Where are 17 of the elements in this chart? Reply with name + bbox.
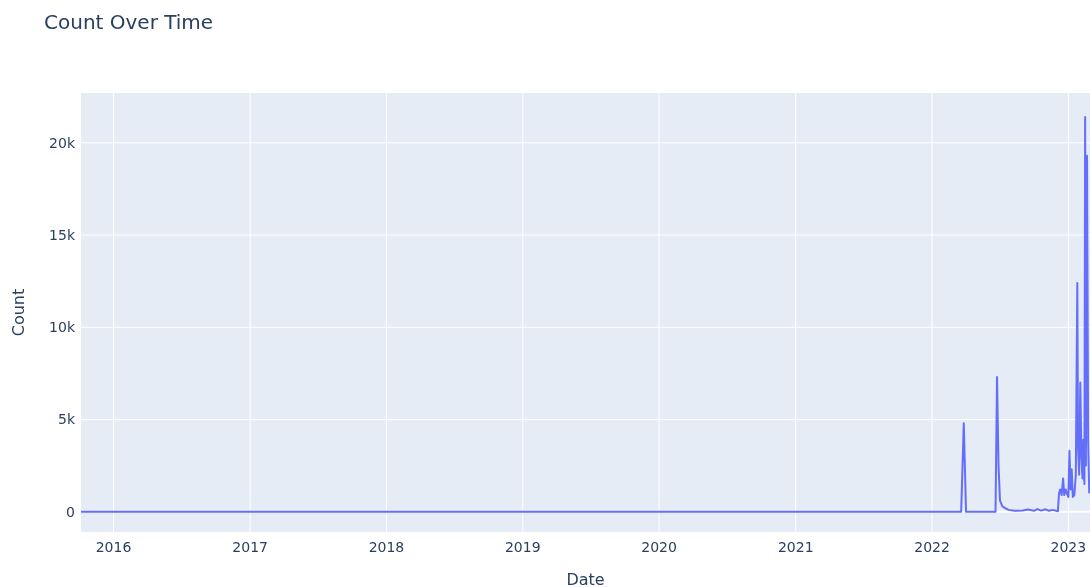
- x-tick-label: 2019: [504, 539, 541, 555]
- y-tick-label: 0: [66, 503, 75, 520]
- x-axis-title: Date: [566, 570, 605, 587]
- x-tick-label: 2017: [232, 539, 268, 555]
- x-tick-label: 2018: [368, 539, 405, 555]
- x-tick-label: 2020: [641, 539, 677, 555]
- y-axis-title: Count: [9, 288, 28, 337]
- x-tick-label: 2022: [914, 539, 950, 555]
- y-tick-label: 5k: [57, 411, 76, 428]
- line-series: [81, 115, 1090, 513]
- x-tick-label: 2016: [95, 539, 132, 555]
- y-tick-label: 15k: [49, 227, 76, 244]
- x-tick-label: 2023: [1050, 539, 1087, 555]
- x-tick-label: 2021: [777, 539, 814, 555]
- y-tick-label: 10k: [49, 319, 76, 336]
- y-tick-label: 20k: [49, 134, 76, 151]
- chart-title: Count Over Time: [44, 10, 214, 34]
